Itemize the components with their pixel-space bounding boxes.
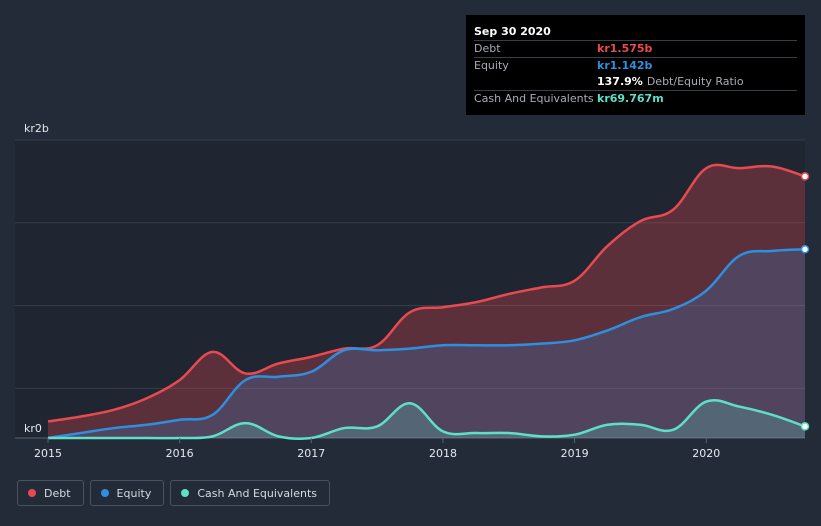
x-tick-label: 2018 — [429, 447, 457, 460]
legend-dot-icon — [28, 489, 36, 497]
legend-label: Cash And Equivalents — [197, 486, 317, 500]
y-axis-top-label: kr2b — [24, 122, 49, 135]
series-end-marker[interactable] — [800, 172, 810, 181]
x-tick-label: 2015 — [34, 447, 62, 460]
tooltip-value: 137.9% — [597, 75, 643, 88]
tooltip-value: kr69.767m — [597, 92, 664, 105]
tooltip-label: Debt — [474, 42, 501, 55]
series-lines — [47, 163, 806, 441]
tooltip-date: Sep 30 2020 — [474, 25, 551, 38]
x-tick-label: 2017 — [297, 447, 325, 460]
tooltip-row-debt: Debt kr1.575b — [474, 40, 797, 57]
legend-dot-icon — [181, 489, 190, 497]
series-area-cash-and-equivalents — [48, 400, 805, 439]
chart-legend: Debt Equity Cash And Equivalents — [17, 480, 330, 506]
tooltip-row-ratio: 137.9% Debt/Equity Ratio — [474, 74, 797, 90]
tooltip-label — [474, 74, 597, 90]
legend-label: Equity — [116, 486, 152, 500]
tooltip-row-cash: Cash And Equivalents kr69.767m — [474, 90, 797, 107]
x-axis-ticks: 2015 2016 2017 2018 2019 2020 — [34, 438, 720, 460]
series-line-cash-and-equivalents — [47, 399, 806, 441]
legend-label: Debt — [44, 486, 71, 500]
series-end-marker[interactable] — [800, 422, 810, 431]
x-tick-label: 2020 — [692, 447, 720, 460]
x-tick-label: 2019 — [561, 447, 589, 460]
tooltip-sublabel: Debt/Equity Ratio — [646, 75, 744, 88]
series-line-debt — [47, 163, 806, 423]
x-tick-label: 2016 — [166, 447, 194, 460]
legend-item-debt[interactable]: Debt — [17, 480, 84, 506]
tooltip-label: Cash And Equivalents — [474, 92, 594, 105]
tooltip-value: kr1.142b — [597, 59, 653, 72]
tooltip-row-equity: Equity kr1.142b — [474, 57, 797, 74]
series-area-equity — [48, 249, 805, 438]
legend-dot-icon — [100, 489, 109, 497]
tooltip-panel: Sep 30 2020 Debt kr1.575b Equity kr1.142… — [466, 15, 805, 115]
grid-lines — [15, 139, 805, 439]
tooltip-value: kr1.575b — [597, 42, 653, 55]
series-end-markers — [800, 172, 810, 431]
series-end-marker[interactable] — [800, 245, 810, 254]
tooltip-label: Equity — [474, 59, 509, 72]
legend-item-cash[interactable]: Cash And Equivalents — [170, 480, 330, 506]
legend-item-equity[interactable]: Equity — [89, 480, 165, 506]
y-axis-bottom-label: kr0 — [24, 422, 42, 435]
series-line-equity — [47, 248, 806, 440]
